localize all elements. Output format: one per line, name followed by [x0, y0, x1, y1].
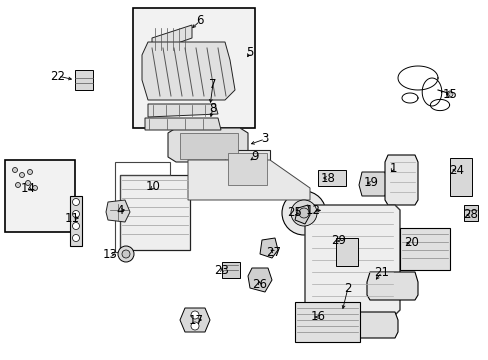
Text: 16: 16	[310, 310, 325, 324]
Polygon shape	[168, 128, 247, 162]
Circle shape	[20, 172, 24, 177]
Circle shape	[446, 91, 452, 97]
Bar	[317, 170, 346, 186]
Bar	[227, 153, 266, 185]
Circle shape	[16, 183, 20, 188]
Polygon shape	[260, 238, 278, 258]
Bar	[180, 133, 238, 159]
Circle shape	[27, 170, 32, 175]
Polygon shape	[247, 268, 271, 292]
Bar	[70, 196, 82, 246]
Text: 4: 4	[116, 203, 123, 216]
Circle shape	[72, 211, 80, 217]
Text: 10: 10	[145, 180, 160, 194]
Text: 12: 12	[305, 204, 320, 217]
Text: 27: 27	[266, 246, 281, 258]
Polygon shape	[180, 308, 209, 332]
Text: 28: 28	[463, 208, 477, 221]
Bar	[399, 228, 449, 270]
Bar	[294, 302, 359, 342]
Circle shape	[72, 198, 80, 206]
Text: 1: 1	[388, 162, 396, 175]
Bar	[224, 150, 269, 188]
Text: 23: 23	[214, 265, 229, 278]
Polygon shape	[366, 272, 417, 300]
Circle shape	[191, 322, 199, 330]
Bar	[120, 175, 190, 250]
Text: 25: 25	[287, 207, 302, 220]
Text: 7: 7	[209, 77, 216, 90]
Text: 22: 22	[50, 69, 65, 82]
Bar	[449, 158, 471, 196]
Text: 6: 6	[196, 14, 203, 27]
Polygon shape	[384, 155, 417, 205]
Polygon shape	[148, 104, 218, 117]
Circle shape	[72, 234, 80, 242]
Text: 14: 14	[20, 181, 36, 194]
Text: 20: 20	[404, 237, 419, 249]
Polygon shape	[305, 205, 399, 315]
Circle shape	[118, 246, 134, 262]
Circle shape	[25, 180, 30, 185]
Circle shape	[72, 222, 80, 230]
Text: 8: 8	[209, 102, 216, 114]
Text: 21: 21	[374, 266, 389, 279]
Text: 13: 13	[102, 248, 117, 261]
Polygon shape	[336, 312, 397, 338]
Text: 26: 26	[252, 279, 267, 292]
Text: 17: 17	[188, 314, 203, 327]
Polygon shape	[142, 42, 235, 100]
Circle shape	[32, 185, 38, 190]
Circle shape	[282, 191, 325, 235]
Circle shape	[191, 311, 199, 319]
Text: 3: 3	[261, 132, 268, 145]
Text: 19: 19	[363, 176, 378, 189]
Bar	[5, 160, 75, 232]
Polygon shape	[187, 160, 309, 200]
Text: 15: 15	[442, 87, 456, 100]
Bar	[222, 262, 240, 278]
Circle shape	[290, 200, 316, 226]
Text: 24: 24	[448, 163, 464, 176]
Circle shape	[13, 167, 18, 172]
Text: 5: 5	[246, 45, 253, 58]
Circle shape	[298, 208, 308, 218]
Text: 29: 29	[331, 234, 346, 248]
Text: 18: 18	[320, 171, 335, 184]
Polygon shape	[145, 118, 221, 130]
Polygon shape	[294, 205, 309, 224]
Text: 9: 9	[251, 150, 258, 163]
Bar	[463, 205, 477, 221]
Text: 11: 11	[64, 211, 80, 225]
Bar	[75, 70, 93, 90]
Polygon shape	[106, 200, 130, 222]
Polygon shape	[152, 25, 192, 52]
Text: 2: 2	[344, 282, 351, 294]
Circle shape	[122, 250, 130, 258]
Polygon shape	[358, 172, 387, 196]
Bar	[335, 238, 357, 266]
Bar	[133, 8, 254, 128]
